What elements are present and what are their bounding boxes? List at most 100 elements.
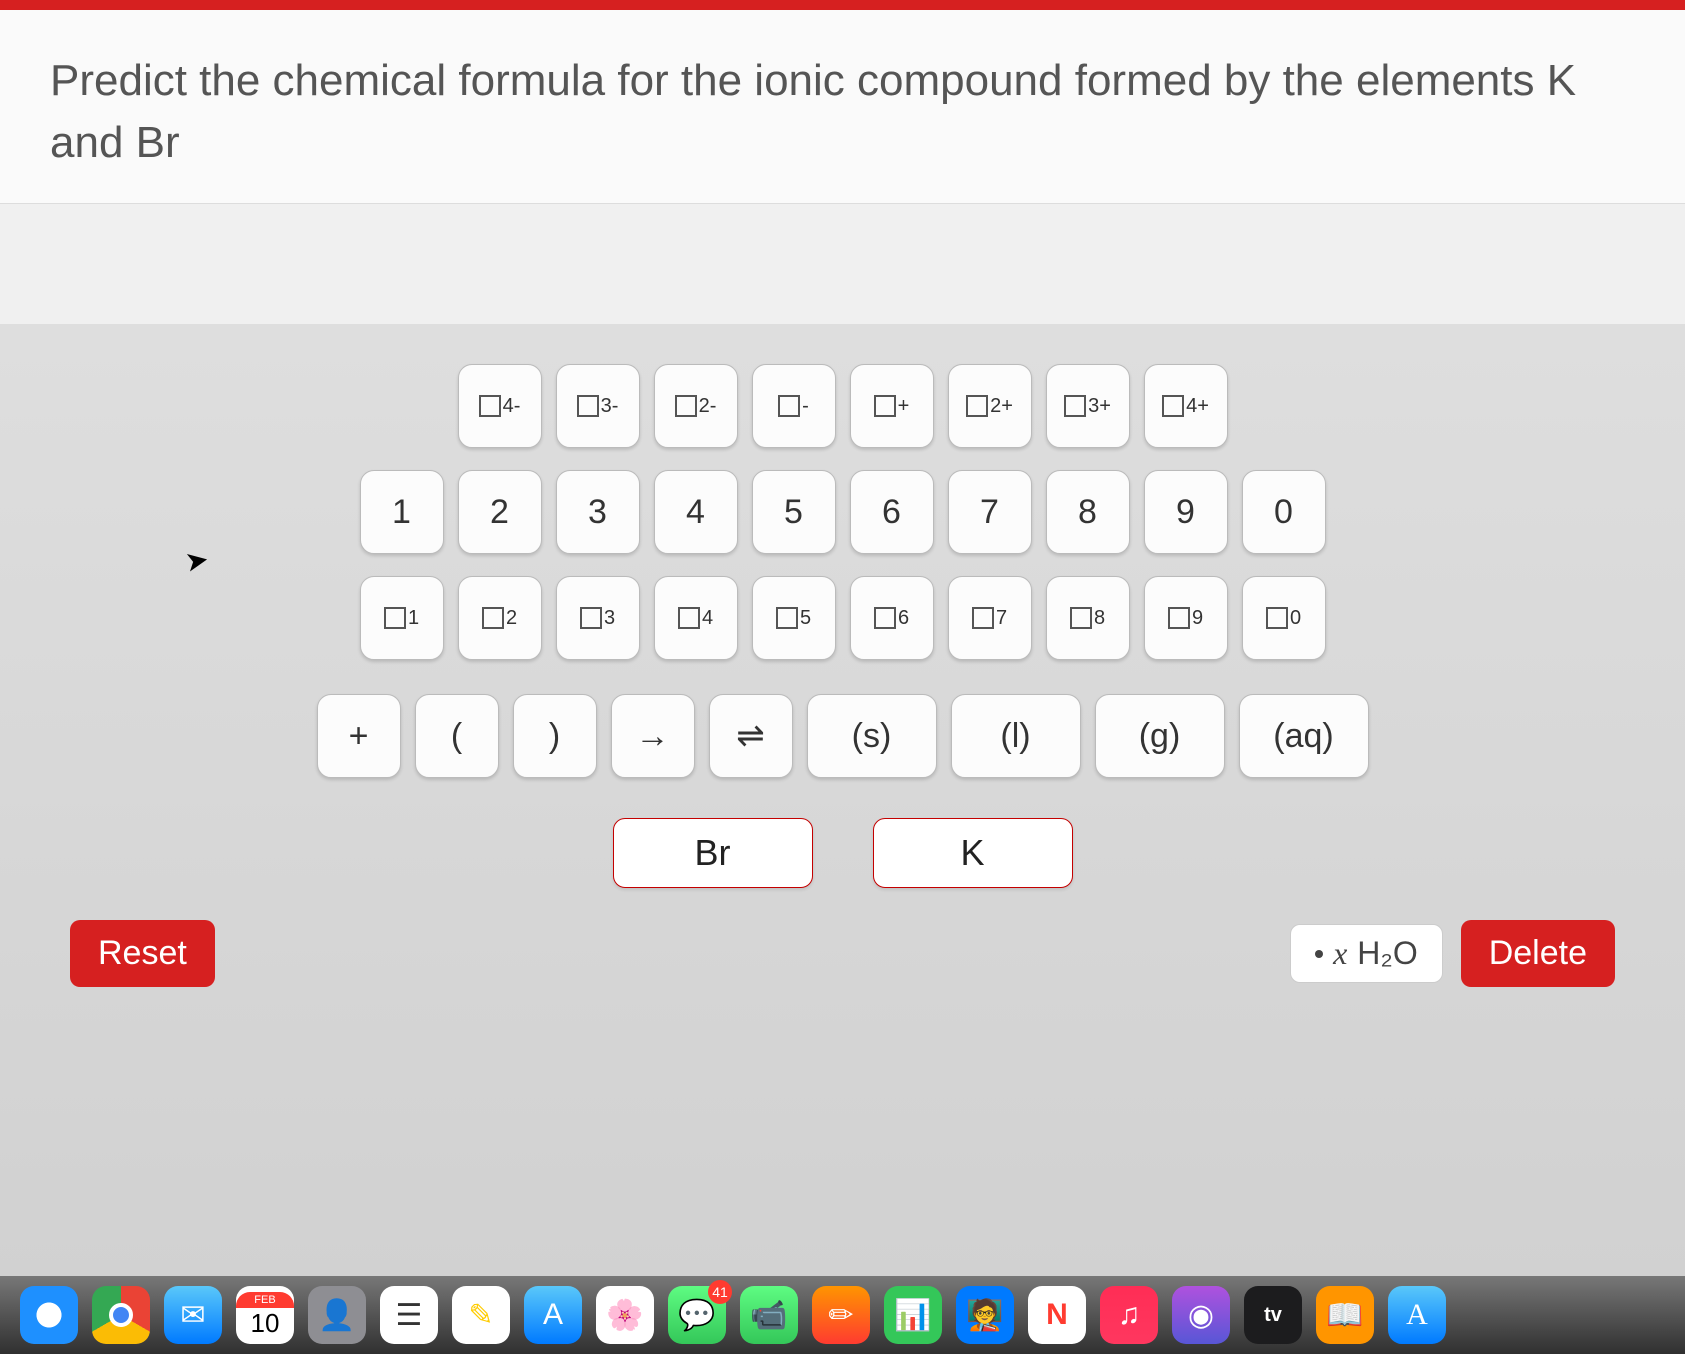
hint-formula: H₂O [1357, 935, 1417, 972]
label: 7 [996, 607, 1007, 630]
podcasts-icon[interactable]: ◉ [1172, 1286, 1230, 1344]
key-equilibrium[interactable]: ⇌ [709, 694, 793, 778]
key-7[interactable]: 7 [948, 470, 1032, 554]
key-sup-plus[interactable]: + [850, 364, 934, 448]
reminders-icon[interactable]: ☰ [380, 1286, 438, 1344]
tv-label: tv [1264, 1304, 1282, 1327]
label: 4+ [1186, 395, 1209, 418]
label: 3 [604, 607, 615, 630]
key-sub-8[interactable]: 8 [1046, 576, 1130, 660]
key-state-liquid[interactable]: (l) [951, 694, 1081, 778]
key-element-k[interactable]: K [873, 818, 1073, 888]
key-sup-minus[interactable]: - [752, 364, 836, 448]
key-element-br[interactable]: Br [613, 818, 813, 888]
facetime-icon[interactable]: 📹 [740, 1286, 798, 1344]
row-subscripts: 1 2 3 4 5 6 7 8 9 0 [360, 576, 1326, 660]
key-4[interactable]: 4 [654, 470, 738, 554]
news-icon[interactable]: N [1028, 1286, 1086, 1344]
label: - [802, 395, 809, 418]
key-sub-1[interactable]: 1 [360, 576, 444, 660]
key-sub-0[interactable]: 0 [1242, 576, 1326, 660]
key-sub-6[interactable]: 6 [850, 576, 934, 660]
key-lparen[interactable]: ( [415, 694, 499, 778]
key-sup-2plus[interactable]: 2+ [948, 364, 1032, 448]
label: 3- [601, 395, 619, 418]
row-elements: Br K [613, 818, 1073, 888]
key-2[interactable]: 2 [458, 470, 542, 554]
bullet-icon [1315, 950, 1323, 958]
question-panel: Predict the chemical formula for the ion… [0, 10, 1685, 204]
appstore-icon[interactable]: A [524, 1286, 582, 1344]
key-5[interactable]: 5 [752, 470, 836, 554]
keypad-panel: ➤ 4- 3- 2- - + 2+ 3+ 4+ 1 2 3 4 5 6 7 8 … [0, 324, 1685, 1354]
key-0[interactable]: 0 [1242, 470, 1326, 554]
key-9[interactable]: 9 [1144, 470, 1228, 554]
key-sup-3minus[interactable]: 3- [556, 364, 640, 448]
label: 6 [898, 607, 909, 630]
keynote-icon[interactable]: 🧑‍🏫 [956, 1286, 1014, 1344]
appstore2-icon[interactable]: A [1388, 1286, 1446, 1344]
question-text: Predict the chemical formula for the ion… [50, 50, 1635, 173]
key-8[interactable]: 8 [1046, 470, 1130, 554]
label: 5 [800, 607, 811, 630]
row-symbols: + ( ) → ⇌ (s) (l) (g) (aq) [317, 694, 1369, 778]
key-sup-4minus[interactable]: 4- [458, 364, 542, 448]
answer-space[interactable] [0, 204, 1685, 324]
label: 2 [506, 607, 517, 630]
numbers-icon[interactable]: 📊 [884, 1286, 942, 1344]
music-icon[interactable]: ♫ [1100, 1286, 1158, 1344]
key-3[interactable]: 3 [556, 470, 640, 554]
key-state-gas[interactable]: (g) [1095, 694, 1225, 778]
label: + [898, 395, 910, 418]
safari-icon[interactable] [20, 1286, 78, 1344]
key-sub-3[interactable]: 3 [556, 576, 640, 660]
key-rparen[interactable]: ) [513, 694, 597, 778]
calendar-day: 10 [251, 1308, 280, 1339]
key-sub-2[interactable]: 2 [458, 576, 542, 660]
tv-icon[interactable]: tv [1244, 1286, 1302, 1344]
pencil-icon[interactable]: ✏ [812, 1286, 870, 1344]
reset-button[interactable]: Reset [70, 920, 215, 987]
notes-icon[interactable]: ✎ [452, 1286, 510, 1344]
key-sup-4plus[interactable]: 4+ [1144, 364, 1228, 448]
label: 4 [702, 607, 713, 630]
key-6[interactable]: 6 [850, 470, 934, 554]
key-sub-4[interactable]: 4 [654, 576, 738, 660]
key-state-aqueous[interactable]: (aq) [1239, 694, 1369, 778]
label: 8 [1094, 607, 1105, 630]
bottom-controls: Reset x H₂O Delete [30, 910, 1655, 987]
row-digits: 1 2 3 4 5 6 7 8 9 0 [360, 470, 1326, 554]
label: 4- [503, 395, 521, 418]
chrome-icon[interactable] [92, 1286, 150, 1344]
mail-icon[interactable]: ✉ [164, 1286, 222, 1344]
key-sub-7[interactable]: 7 [948, 576, 1032, 660]
label: 0 [1290, 607, 1301, 630]
messages-icon[interactable]: 💬41 [668, 1286, 726, 1344]
label: 2- [699, 395, 717, 418]
key-1[interactable]: 1 [360, 470, 444, 554]
row-superscripts: 4- 3- 2- - + 2+ 3+ 4+ [458, 364, 1228, 448]
label: 2+ [990, 395, 1013, 418]
calendar-month: FEB [236, 1292, 294, 1308]
key-arrow[interactable]: → [611, 694, 695, 778]
books-icon[interactable]: 📖 [1316, 1286, 1374, 1344]
photos-icon[interactable]: 🌸 [596, 1286, 654, 1344]
key-sup-3plus[interactable]: 3+ [1046, 364, 1130, 448]
messages-badge: 41 [708, 1280, 732, 1304]
key-sup-2minus[interactable]: 2- [654, 364, 738, 448]
right-controls: x H₂O Delete [1290, 920, 1615, 987]
key-sub-5[interactable]: 5 [752, 576, 836, 660]
key-plus[interactable]: + [317, 694, 401, 778]
hint-button[interactable]: x H₂O [1290, 924, 1443, 983]
calendar-icon[interactable]: FEB 10 [236, 1286, 294, 1344]
label: 3+ [1088, 395, 1111, 418]
key-state-solid[interactable]: (s) [807, 694, 937, 778]
label: 1 [408, 607, 419, 630]
top-accent-bar [0, 0, 1685, 10]
key-sub-9[interactable]: 9 [1144, 576, 1228, 660]
delete-button[interactable]: Delete [1461, 920, 1615, 987]
label: 9 [1192, 607, 1203, 630]
contacts-icon[interactable]: 👤 [308, 1286, 366, 1344]
macos-dock: ✉ FEB 10 👤 ☰ ✎ A 🌸 💬41 📹 ✏ 📊 🧑‍🏫 N ♫ ◉ t… [0, 1276, 1685, 1354]
mouse-cursor-icon: ➤ [182, 542, 211, 579]
